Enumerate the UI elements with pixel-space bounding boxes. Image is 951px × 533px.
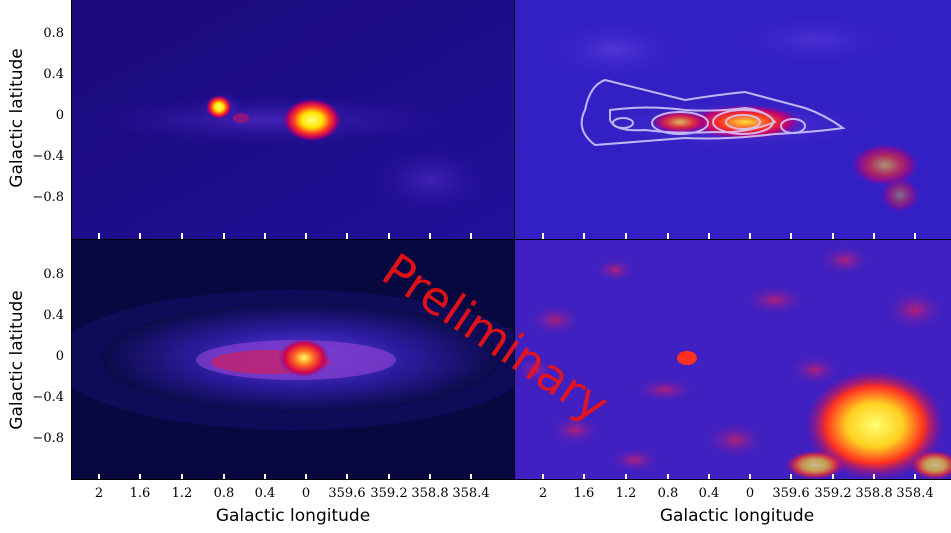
panel-bottom-right-residual bbox=[515, 240, 951, 480]
xtick-right-2: 2 bbox=[538, 486, 548, 501]
xtick-left-1.2: 1.2 bbox=[171, 486, 193, 501]
ytick-bottom-0: 0 bbox=[55, 349, 64, 364]
xtick-right-358.4: 358.4 bbox=[896, 486, 934, 501]
ytick-bottom-0.4: 0.4 bbox=[43, 308, 64, 323]
panel-top-right-map bbox=[515, 0, 951, 239]
ytick-top-0.8: 0.8 bbox=[43, 26, 64, 41]
ytick-top-m0.8: −0.8 bbox=[32, 190, 64, 205]
xtick-right-0: 0 bbox=[745, 486, 755, 501]
xtick-left-0.8: 0.8 bbox=[213, 486, 235, 501]
xtick-left-358.4: 358.4 bbox=[452, 486, 490, 501]
xlabel-left: Galactic longitude bbox=[215, 506, 371, 526]
xtick-left-2: 2 bbox=[94, 486, 104, 501]
panel-top-left-map bbox=[71, 0, 515, 239]
xtick-right-0.8: 0.8 bbox=[657, 486, 679, 501]
ytick-top-m0.4: −0.4 bbox=[32, 149, 64, 164]
ytick-bottom-m0.8: −0.8 bbox=[32, 431, 64, 446]
xlabel-right: Galactic longitude bbox=[659, 506, 815, 526]
xtick-right-1.6: 1.6 bbox=[573, 486, 595, 501]
ytick-bottom-m0.4: −0.4 bbox=[32, 390, 64, 405]
xtick-right-359.2: 359.2 bbox=[814, 486, 852, 501]
xtick-right-1.2: 1.2 bbox=[615, 486, 637, 501]
ytick-top-0.4: 0.4 bbox=[43, 67, 64, 82]
xtick-left-358.8: 358.8 bbox=[411, 486, 449, 501]
xtick-left-359.2: 359.2 bbox=[370, 486, 408, 501]
ylabel-bottom: Galactic latitude bbox=[7, 290, 27, 430]
xtick-left-359.6: 359.6 bbox=[328, 486, 366, 501]
xtick-left-0: 0 bbox=[301, 486, 311, 501]
panel-divider-vertical bbox=[514, 0, 515, 480]
panel-bottom-left-model bbox=[71, 240, 515, 480]
xtick-left-0.4: 0.4 bbox=[254, 486, 276, 501]
panel-divider-horizontal bbox=[71, 239, 951, 240]
ytick-bottom-0.8: 0.8 bbox=[43, 267, 64, 282]
ylabel-top: Galactic latitude bbox=[7, 48, 27, 188]
xtick-left-1.6: 1.6 bbox=[129, 486, 151, 501]
xtick-right-358.8: 358.8 bbox=[855, 486, 893, 501]
ytick-top-0: 0 bbox=[55, 108, 64, 123]
xtick-right-359.6: 359.6 bbox=[772, 486, 810, 501]
xtick-right-0.4: 0.4 bbox=[698, 486, 720, 501]
